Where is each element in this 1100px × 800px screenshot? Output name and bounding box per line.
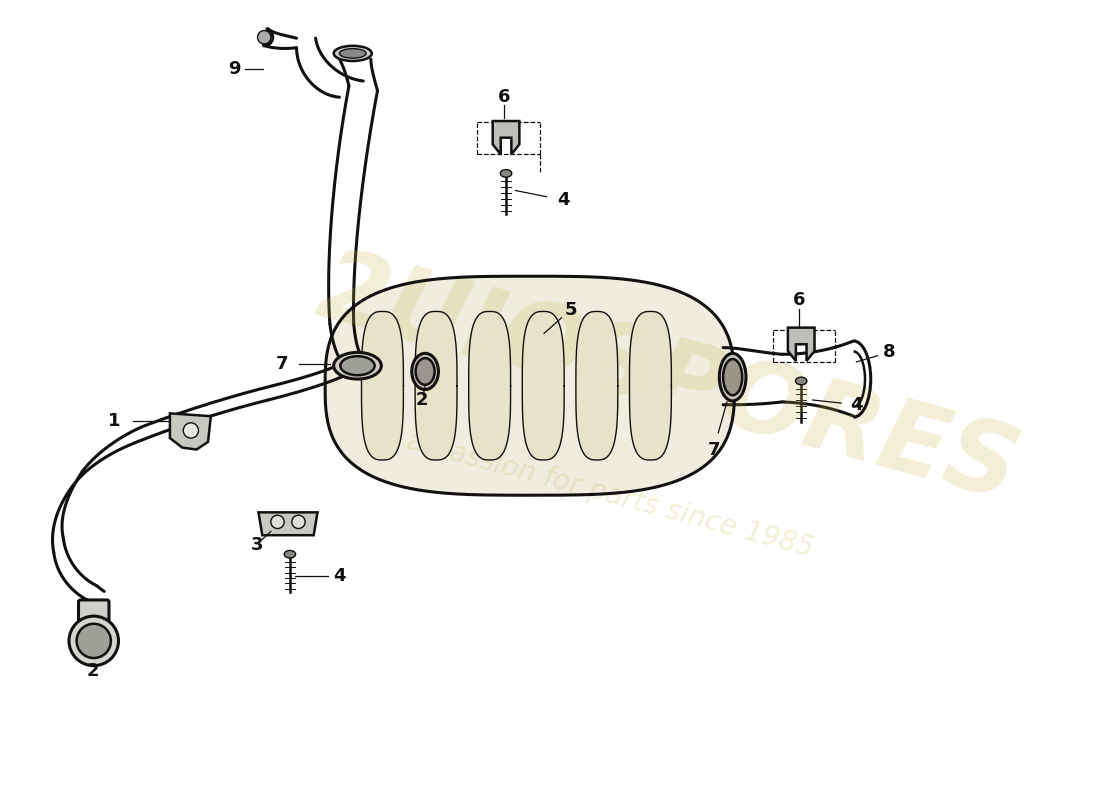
Text: 4: 4: [333, 567, 345, 585]
Ellipse shape: [719, 354, 746, 401]
Polygon shape: [415, 311, 456, 460]
Text: 2: 2: [416, 391, 429, 409]
Text: 8: 8: [882, 343, 895, 362]
Text: 9: 9: [229, 60, 241, 78]
Polygon shape: [576, 311, 618, 460]
Ellipse shape: [333, 352, 382, 379]
Text: 4: 4: [557, 191, 570, 209]
Polygon shape: [469, 311, 510, 460]
Text: 3: 3: [251, 536, 263, 554]
Ellipse shape: [340, 49, 366, 58]
Ellipse shape: [723, 359, 743, 395]
Polygon shape: [629, 311, 671, 460]
Text: 5: 5: [564, 301, 578, 318]
Ellipse shape: [257, 30, 271, 44]
Ellipse shape: [340, 356, 375, 375]
Polygon shape: [169, 414, 211, 450]
Ellipse shape: [69, 616, 119, 666]
Ellipse shape: [411, 354, 439, 390]
Polygon shape: [258, 512, 318, 535]
Text: 6: 6: [793, 291, 805, 309]
Text: a passion for parts since 1985: a passion for parts since 1985: [405, 427, 817, 563]
Text: 7: 7: [707, 441, 719, 458]
Polygon shape: [788, 328, 814, 361]
Polygon shape: [362, 311, 404, 460]
Polygon shape: [493, 121, 519, 154]
Ellipse shape: [416, 358, 434, 385]
Text: 1: 1: [108, 412, 120, 430]
Text: 2UIOSPORES: 2UIOSPORES: [307, 241, 1028, 521]
Text: 7: 7: [276, 355, 288, 373]
Polygon shape: [522, 311, 564, 460]
Circle shape: [184, 423, 198, 438]
Text: 2: 2: [87, 662, 99, 680]
Ellipse shape: [795, 377, 807, 385]
Text: 4: 4: [850, 396, 862, 414]
Circle shape: [292, 515, 305, 529]
Circle shape: [271, 515, 284, 529]
Ellipse shape: [333, 46, 372, 61]
FancyBboxPatch shape: [78, 600, 109, 642]
Ellipse shape: [284, 550, 296, 558]
Polygon shape: [326, 276, 735, 495]
Ellipse shape: [500, 170, 512, 177]
Text: 6: 6: [498, 88, 510, 106]
Ellipse shape: [77, 624, 111, 658]
